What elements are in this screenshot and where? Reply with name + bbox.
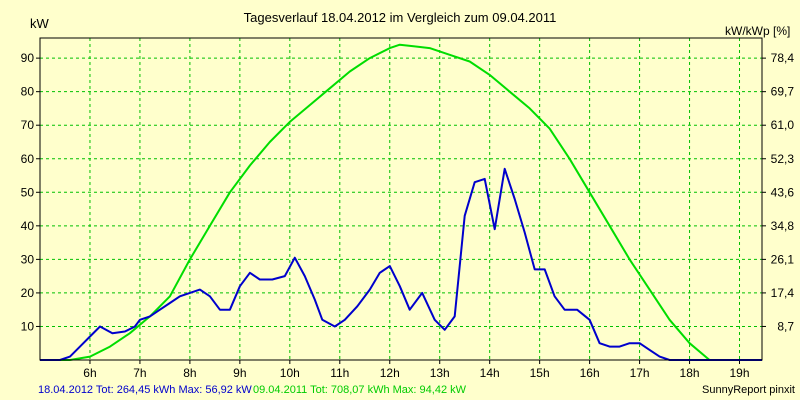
series-line-2 <box>40 43 762 361</box>
x-tick-label: 6h <box>83 366 96 380</box>
y-tick-label-left: 40 <box>21 219 35 233</box>
x-tick-label: 8h <box>183 366 196 380</box>
y-tick-label-right: 52,3 <box>771 152 795 166</box>
y-tick-label-right: 8,7 <box>777 319 794 333</box>
y-axis-right: 8,7 17,4 26,1 34,8 43,6 52,3 61,0 69,7 78,4 <box>762 51 794 333</box>
grid <box>40 38 762 360</box>
x-tick-label: 14h <box>480 366 500 380</box>
y-axis-right-label: kW/kWp [%] <box>725 24 790 38</box>
y-tick-label-right: 61,0 <box>771 118 795 132</box>
y-tick-label-left: 10 <box>21 319 35 333</box>
legend-series-2: 09.04.2011 Tot: 708,07 kWh Max: 94,42 kW <box>253 384 467 396</box>
y-tick-label-right: 78,4 <box>771 51 795 65</box>
y-tick-label-left: 80 <box>21 85 35 99</box>
chart-title: Tagesverlauf 18.04.2012 im Vergleich zum… <box>244 10 557 25</box>
y-tick-label-left: 50 <box>21 185 35 199</box>
y-tick-label-left: 90 <box>21 51 35 65</box>
y-tick-label-right: 17,4 <box>771 286 795 300</box>
x-tick-label: 10h <box>280 366 300 380</box>
x-tick-label: 19h <box>729 366 749 380</box>
y-tick-label-left: 30 <box>21 252 35 266</box>
x-tick-label: 7h <box>133 366 146 380</box>
x-tick-label: 12h <box>380 366 400 380</box>
x-tick-label: 16h <box>580 366 600 380</box>
x-tick-label: 17h <box>630 366 650 380</box>
y-tick-label-left: 60 <box>21 152 35 166</box>
x-tick-label: 15h <box>530 366 550 380</box>
series-line-1 <box>40 167 762 361</box>
credit: SunnyReport pinxit <box>702 384 795 396</box>
y-tick-label-left: 70 <box>21 118 35 132</box>
x-tick-label: 11h <box>330 366 349 380</box>
plot-frame <box>39 37 763 361</box>
y-tick-label-right: 26,1 <box>771 252 795 266</box>
x-axis: 6h 7h 8h 9h 10h 11h 12h 13h 14h 15h 16h 17h 18h 19h <box>83 360 750 380</box>
x-tick-label: 13h <box>430 366 450 380</box>
legend-series-1: 18.04.2012 Tot: 264,45 kWh Max: 56,92 kW <box>38 384 252 396</box>
y-tick-label-left: 20 <box>21 286 35 300</box>
y-tick-label-right: 34,8 <box>771 219 795 233</box>
x-tick-label: 9h <box>233 366 246 380</box>
series-layer <box>40 43 762 361</box>
x-tick-label: 18h <box>680 366 700 380</box>
y-tick-label-right: 43,6 <box>771 185 795 199</box>
y-axis-left: 10 20 30 40 50 60 70 80 90 <box>21 51 40 333</box>
y-axis-left-label: kW <box>30 16 50 31</box>
y-tick-label-right: 69,7 <box>771 85 795 99</box>
